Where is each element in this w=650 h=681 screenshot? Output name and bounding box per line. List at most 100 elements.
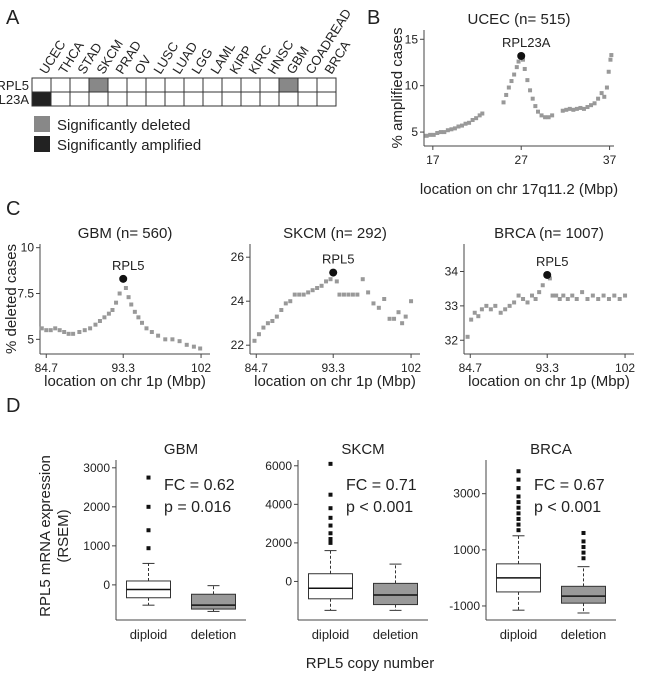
- skcm-data-point: [324, 279, 329, 284]
- brca-diploid-outlier: [516, 505, 521, 510]
- heatmap-cell-rpl5-prad: [107, 77, 128, 93]
- ucec-data-point: [504, 92, 509, 97]
- heatmap-cell-rpl5-stad: [69, 77, 90, 93]
- ucec-x-tick-label: 17: [426, 153, 440, 167]
- heatmap-cell-rpl5-ov: [126, 77, 147, 93]
- brca-x-tick-label: 102: [615, 361, 635, 375]
- skcm-annotation-line-1: FC = 0.71: [346, 477, 417, 494]
- brca-data-point: [530, 293, 534, 298]
- heatmap-row-labels: RPL5RPL23A: [0, 78, 29, 107]
- brca-data-point: [547, 276, 552, 281]
- ucec-data-point: [456, 124, 461, 129]
- skcm-data-point: [279, 308, 284, 312]
- heatmap-cell-rpl5-hnsc: [259, 77, 280, 93]
- skcm-data-point: [341, 292, 346, 297]
- heatmap-cell-rpl5-coadread: [297, 77, 318, 93]
- ucec-data-point: [608, 57, 613, 62]
- brca-chart-title: BRCA: [530, 441, 572, 458]
- skcm-data-point: [403, 314, 408, 319]
- gbm-y-axis-label: % deleted cases: [3, 244, 20, 354]
- heatmap-cells: [31, 77, 337, 107]
- ucec-data-point: [536, 109, 540, 114]
- skcm-deletion-scatter: SKCM (n= 292) 22 24 26 84.7 93.3 102 RPL5 locati…: [231, 225, 422, 390]
- legend-swatch-deleted: [34, 116, 50, 132]
- ucec-data-point: [460, 123, 464, 128]
- gbm-diploid-outlier: [146, 504, 151, 509]
- ucec-data-point: [564, 107, 569, 112]
- gbm-y-tick-label: 7.5: [17, 287, 34, 301]
- gbm-category-label-diploid: diploid: [130, 627, 168, 642]
- brca-y-tick-label: -1000: [449, 599, 480, 613]
- heatmap-cell-rpl23a-skcm: [88, 91, 109, 107]
- heatmap-cell-rpl5-kirp: [221, 77, 242, 93]
- gbm-data-point: [62, 330, 67, 334]
- ucec-data-point: [609, 53, 614, 58]
- brca-data-point: [596, 297, 601, 301]
- brca-deletion-outlier: [581, 556, 586, 561]
- ucec-data-point: [477, 113, 482, 118]
- gbm-chart-title: GBM (n= 560): [78, 225, 173, 242]
- brca-data-point: [533, 297, 538, 301]
- ucec-data-point: [445, 128, 450, 133]
- ucec-highlight-point: [517, 51, 526, 60]
- brca-data-point: [570, 293, 575, 298]
- legend-label-deleted: Significantly deleted: [57, 117, 190, 134]
- gbm-annotation-line-2: p = 0.016: [164, 499, 231, 516]
- ucec-data-point: [516, 59, 521, 64]
- gbm-y-tick-label: 3000: [83, 461, 110, 475]
- skcm-diploid-outlier: [328, 461, 333, 466]
- brca-y-tick-label: 34: [445, 265, 459, 279]
- ucec-data-point: [442, 130, 447, 135]
- heatmap-cell-rpl5-thca: [50, 77, 71, 93]
- gbm-data-point: [106, 311, 111, 316]
- gbm-expression-boxplot: GBM 0 1000 2000 3000 diploid deletion FC = 0.62…: [83, 441, 246, 642]
- skcm-x-tick-label: 93.3: [322, 361, 346, 375]
- gbm-data-point: [163, 337, 168, 342]
- skcm-data-point: [261, 325, 266, 330]
- skcm-diploid-outlier: [328, 523, 333, 528]
- ucec-data-point: [539, 113, 544, 118]
- heatmap-cell-rpl23a-gbm: [278, 91, 299, 107]
- heatmap-row-label-rpl5: RPL5: [0, 78, 29, 93]
- ucec-data-point: [522, 66, 527, 71]
- ucec-y-axis-label: % amplified cases: [389, 28, 406, 149]
- skcm-data-point: [328, 277, 333, 282]
- gbm-data-point: [57, 328, 62, 333]
- brca-data-point: [493, 303, 498, 308]
- skcm-data-point: [315, 286, 320, 290]
- heatmap-cell-rpl5-lusc: [145, 77, 166, 93]
- brca-expression-boxplot: BRCA -1000 1000 3000 diploid deletion FC = 0.6…: [449, 441, 616, 642]
- skcm-data-point: [301, 292, 306, 297]
- brca-category-label-deletion: deletion: [561, 627, 607, 642]
- brca-data-point: [516, 293, 521, 298]
- ucec-amplification-scatter: UCEC (n= 515) 5 10 15 17 27 37 RPL23A location o…: [389, 11, 618, 198]
- heatmap-cell-rpl5-brca: [316, 77, 337, 93]
- heatmap-cell-rpl23a-prad: [107, 91, 128, 107]
- ucec-data-point: [530, 96, 535, 101]
- gbm-data-point: [198, 346, 203, 351]
- ucec-data-point: [567, 106, 572, 111]
- heatmap-cell-rpl23a-luad: [164, 91, 185, 107]
- ucec-data-point: [571, 107, 576, 112]
- skcm-y-tick-label: 24: [231, 294, 245, 308]
- ucec-data-point: [438, 130, 443, 135]
- skcm-data-point: [292, 292, 297, 297]
- ucec-x-tick-label: 37: [603, 153, 617, 167]
- gbm-data-point: [110, 308, 115, 312]
- ucec-highlight-label: RPL23A: [502, 35, 551, 50]
- heatmap-cell-rpl5-kirc: [240, 77, 261, 93]
- skcm-diploid-outlier: [328, 492, 333, 497]
- skcm-expression-boxplot: SKCM 0 2000 4000 6000 diploid deletion FC = 0.7…: [265, 441, 428, 642]
- skcm-data-point: [376, 305, 381, 310]
- brca-data-point: [612, 293, 617, 298]
- skcm-data-point: [252, 338, 257, 343]
- ucec-y-tick-label: 10: [405, 79, 419, 93]
- brca-diploid-outlier: [516, 469, 521, 474]
- gbm-data-point: [48, 328, 53, 333]
- skcm-data-point: [274, 314, 279, 319]
- heatmap-cell-rpl23a-lusc: [145, 91, 166, 107]
- skcm-annotation-line-2: p < 0.001: [346, 499, 413, 516]
- brca-data-point: [590, 293, 595, 298]
- gbm-x-tick-label: 102: [191, 361, 211, 375]
- heatmap-cell-rpl23a-ov: [126, 91, 147, 107]
